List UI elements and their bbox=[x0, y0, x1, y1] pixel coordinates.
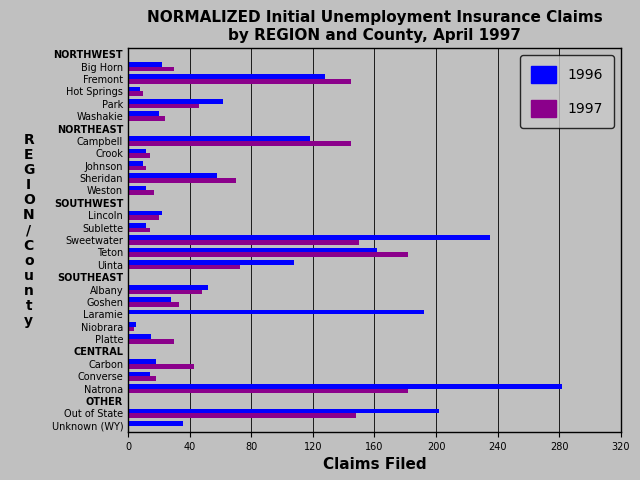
Bar bbox=[128, 91, 143, 96]
Bar bbox=[128, 310, 424, 314]
Bar bbox=[128, 104, 199, 108]
Legend: 1996, 1997: 1996, 1997 bbox=[520, 55, 614, 128]
Bar bbox=[128, 240, 359, 245]
Bar bbox=[128, 235, 490, 240]
Bar bbox=[128, 359, 156, 364]
Bar bbox=[128, 99, 223, 104]
Bar bbox=[128, 161, 143, 166]
Bar bbox=[128, 149, 147, 153]
Bar bbox=[128, 322, 136, 327]
Bar bbox=[128, 136, 310, 141]
Bar bbox=[128, 178, 236, 183]
Bar bbox=[128, 74, 325, 79]
X-axis label: Claims Filed: Claims Filed bbox=[323, 457, 426, 472]
Bar bbox=[128, 408, 439, 413]
Bar bbox=[128, 413, 356, 418]
Bar bbox=[128, 248, 378, 252]
Bar bbox=[128, 285, 208, 289]
Bar bbox=[128, 173, 218, 178]
Bar bbox=[128, 339, 174, 344]
Bar bbox=[128, 335, 151, 339]
Bar bbox=[128, 327, 134, 331]
Bar bbox=[128, 376, 156, 381]
Bar bbox=[128, 79, 351, 84]
Bar bbox=[128, 364, 194, 369]
Bar bbox=[128, 223, 147, 228]
Bar bbox=[128, 215, 159, 220]
Bar bbox=[128, 186, 147, 191]
Bar bbox=[128, 389, 408, 393]
Bar bbox=[128, 141, 351, 145]
Bar bbox=[128, 67, 174, 72]
Text: R
E
G
I
O
N
/
C
o
u
n
t
y: R E G I O N / C o u n t y bbox=[23, 133, 35, 328]
Bar bbox=[128, 260, 294, 265]
Bar bbox=[128, 111, 159, 116]
Bar bbox=[128, 62, 162, 67]
Bar bbox=[128, 166, 147, 170]
Bar bbox=[128, 289, 202, 294]
Bar bbox=[128, 384, 563, 389]
Bar bbox=[128, 372, 150, 376]
Bar bbox=[128, 265, 241, 269]
Bar bbox=[128, 153, 150, 158]
Bar bbox=[128, 211, 162, 215]
Bar bbox=[128, 87, 140, 91]
Bar bbox=[128, 116, 165, 121]
Bar bbox=[128, 302, 179, 307]
Bar bbox=[128, 252, 408, 257]
Bar bbox=[128, 191, 154, 195]
Bar bbox=[128, 297, 171, 302]
Bar bbox=[128, 228, 150, 232]
Bar bbox=[128, 421, 184, 426]
Title: NORMALIZED Initial Unemployment Insurance Claims
by REGION and County, April 199: NORMALIZED Initial Unemployment Insuranc… bbox=[147, 10, 602, 43]
